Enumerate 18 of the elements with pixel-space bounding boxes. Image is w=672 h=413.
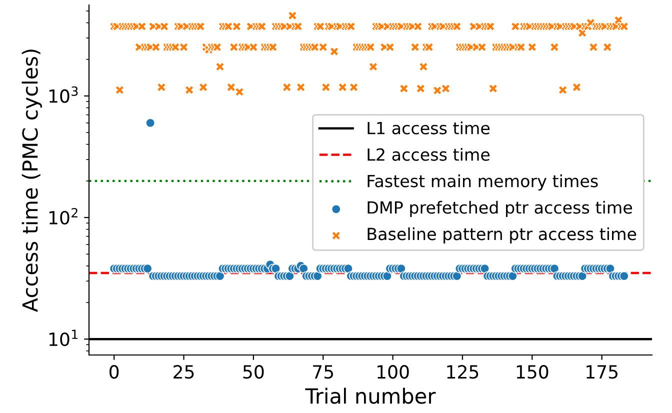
y-tick-label: 10$^{2}$	[49, 208, 78, 225]
x-tick-label: 150	[516, 365, 548, 379]
ref-line-label: Fastest main memory times	[368, 174, 598, 191]
y-tick-label: 10$^{1}$	[49, 330, 78, 346]
legend-label: Baseline pattern ptr access time	[368, 227, 636, 244]
x-tick-label: 100	[378, 365, 409, 379]
y-axis-title: Access time (PMC cycles)	[22, 50, 42, 312]
legend-label: L1 access time	[368, 122, 490, 134]
x-tick-label: 175	[586, 365, 618, 379]
x-tick-label: 50	[243, 365, 264, 379]
legend-label: L2 access time	[368, 148, 490, 161]
x-tick-label: 125	[447, 365, 478, 379]
y-tick-label: 10$^{3}$	[49, 86, 78, 103]
x-tick-label: 75	[313, 365, 334, 379]
x-tick-label: 25	[174, 365, 194, 379]
x-tick-label: 0	[110, 365, 119, 379]
legend-label: DMP prefetched ptr access time	[368, 200, 632, 218]
x-axis-title: Trial number	[305, 388, 436, 404]
